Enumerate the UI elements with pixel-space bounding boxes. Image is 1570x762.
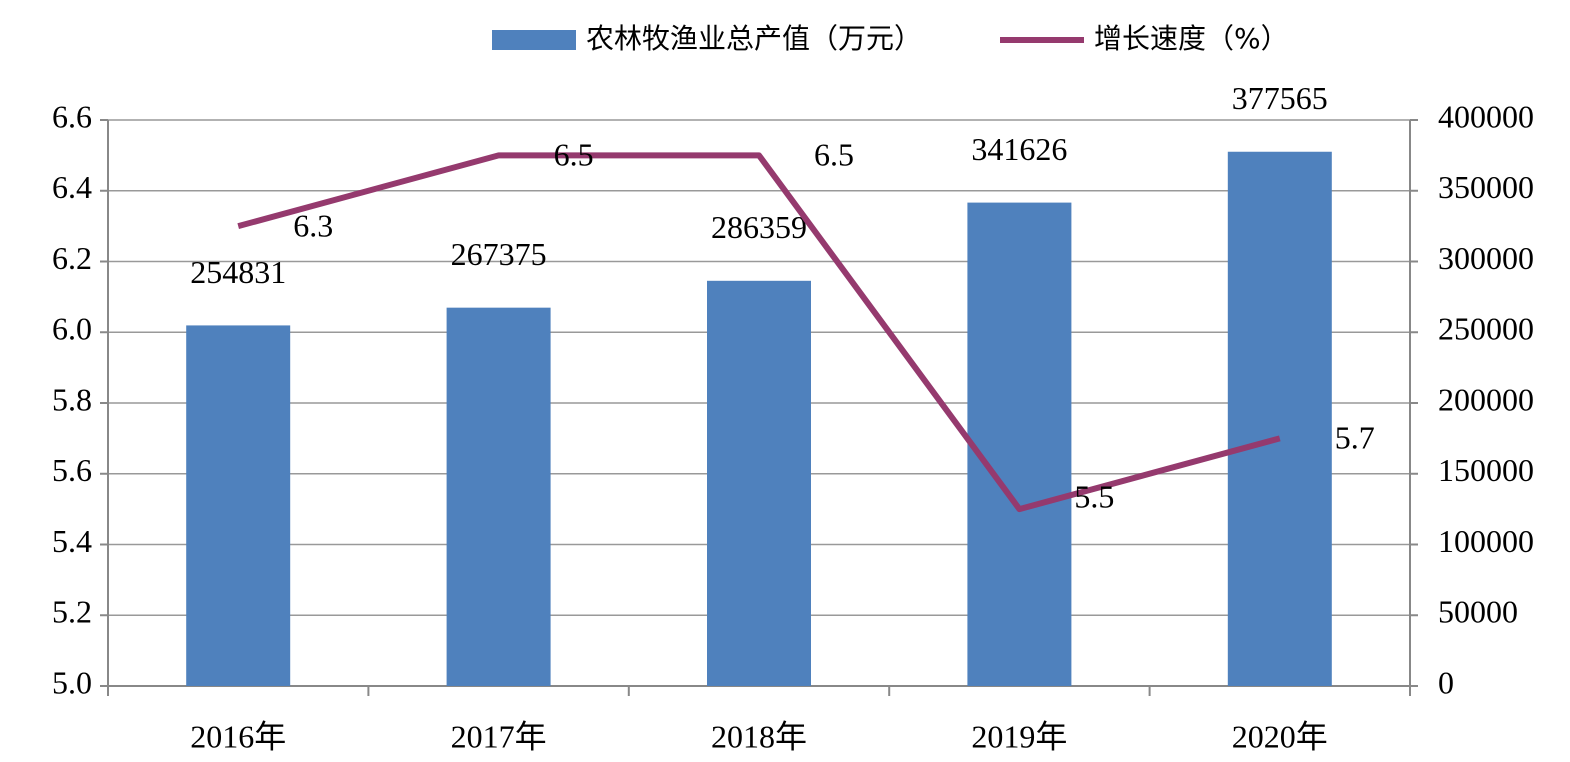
y2-tick-label: 300000: [1438, 240, 1534, 276]
y-tick-label: 6.4: [52, 169, 92, 205]
y2-tick-label: 150000: [1438, 452, 1534, 488]
y-tick-label: 6.2: [52, 240, 92, 276]
y2-tick-label: 250000: [1438, 311, 1534, 347]
bar: [707, 280, 811, 686]
line-value-label: 5.7: [1335, 420, 1375, 456]
y-tick-label: 5.8: [52, 381, 92, 417]
x-tick-label: 2020年: [1232, 718, 1328, 754]
bar: [186, 325, 291, 686]
y2-tick-label: 0: [1438, 664, 1454, 700]
bar-value-label: 267375: [451, 236, 547, 272]
legend-label: 农林牧渔业总产值（万元）: [586, 22, 922, 55]
bar: [967, 202, 1072, 686]
x-tick-label: 2018年: [711, 718, 807, 754]
line-value-label: 6.5: [814, 137, 854, 173]
line: [237, 152, 1281, 513]
bar-value-label: 254831: [190, 254, 286, 290]
bar: [1227, 151, 1332, 686]
y2-tick-label: 50000: [1438, 594, 1518, 630]
y2-tick-label: 350000: [1438, 169, 1534, 205]
line-value-label: 6.5: [554, 137, 594, 173]
line-value-label: 6.3: [293, 207, 333, 243]
x-tick-label: 2017年: [451, 718, 547, 754]
legend-swatch: [492, 30, 576, 50]
bar-value-label: 377565: [1232, 80, 1328, 116]
y2-tick-label: 200000: [1438, 381, 1534, 417]
y2-tick-label: 400000: [1438, 98, 1534, 134]
y-tick-label: 5.6: [52, 452, 92, 488]
y-tick-label: 5.2: [52, 594, 92, 630]
y2-tick-label: 100000: [1438, 523, 1534, 559]
x-tick-label: 2016年: [190, 718, 286, 754]
line-value-label: 5.5: [1074, 478, 1114, 514]
bar-value-label: 341626: [971, 131, 1067, 167]
y-tick-label: 6.6: [52, 98, 92, 134]
legend-label: 增长速度（%）: [1094, 22, 1289, 55]
bar-value-label: 286359: [711, 209, 807, 245]
bar: [446, 307, 551, 686]
y-tick-label: 6.0: [52, 311, 92, 347]
y-tick-label: 5.4: [52, 523, 92, 559]
x-tick-label: 2019年: [971, 718, 1067, 754]
y-tick-label: 5.0: [52, 664, 92, 700]
